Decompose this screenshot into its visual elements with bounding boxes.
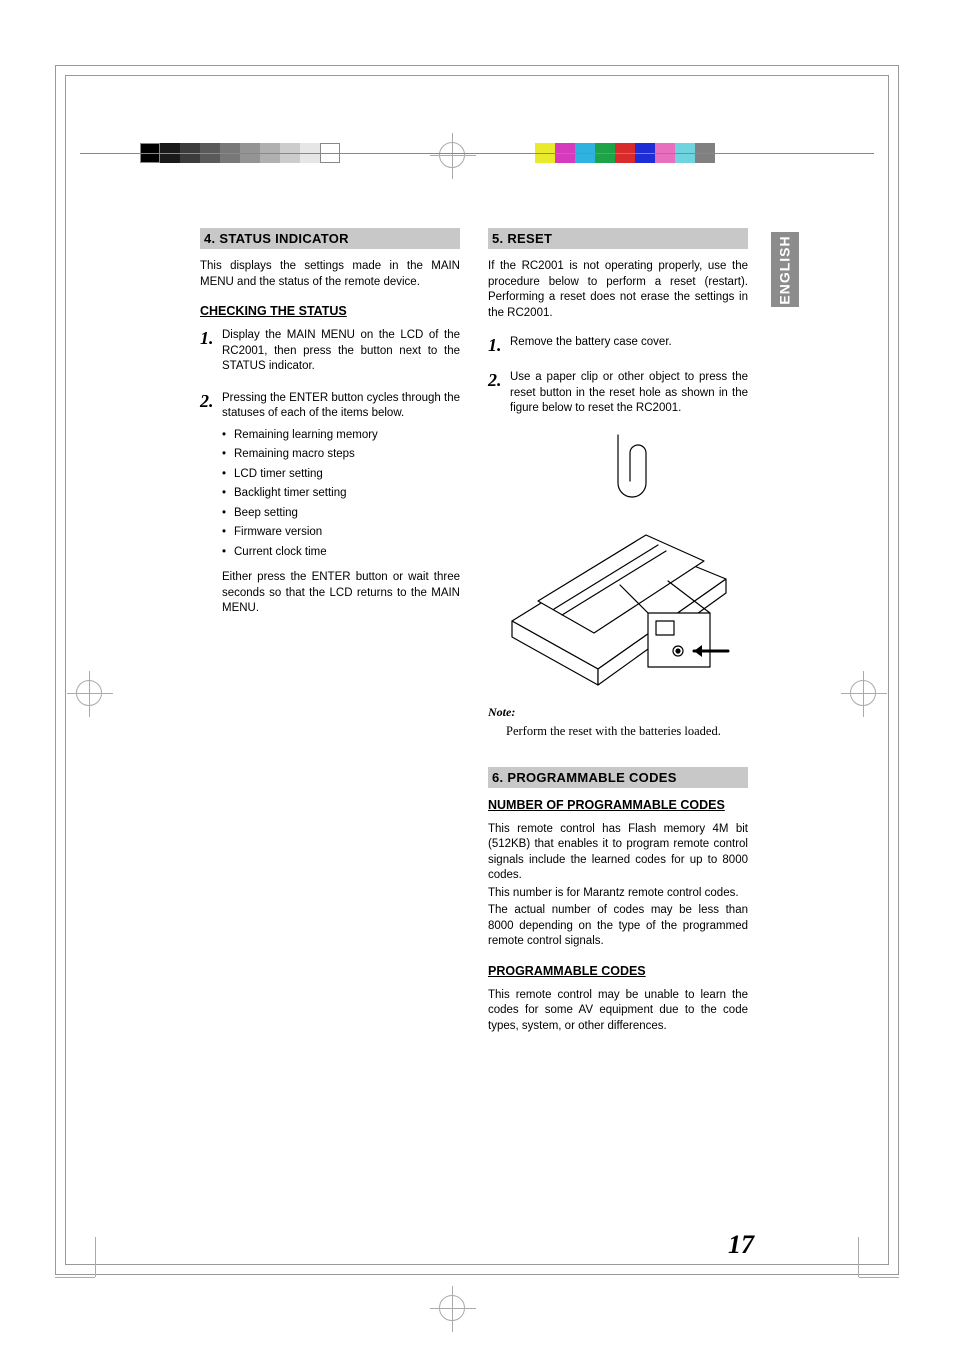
- reset-step-2: 2. Use a paper clip or other object to p…: [488, 370, 748, 417]
- step-text: Use a paper clip or other object to pres…: [510, 370, 748, 417]
- reset-figure: [498, 433, 738, 691]
- list-item: Beep setting: [222, 506, 460, 522]
- section-4-intro: This displays the settings made in the M…: [200, 259, 460, 290]
- section-5-intro: If the RC2001 is not operating properly,…: [488, 259, 748, 321]
- list-item: Firmware version: [222, 525, 460, 541]
- register-mark-icon: [76, 680, 102, 706]
- status-step-1: 1. Display the MAIN MENU on the LCD of t…: [200, 328, 460, 375]
- section-4-heading: 4. STATUS INDICATOR: [200, 228, 460, 249]
- status-item-list: Remaining learning memory Remaining macr…: [222, 428, 460, 561]
- list-item: Remaining macro steps: [222, 447, 460, 463]
- section-6-heading: 6. PROGRAMMABLE CODES: [488, 767, 748, 788]
- language-tab: ENGLISH: [771, 232, 799, 307]
- codes-para-2: This number is for Marantz remote contro…: [488, 886, 748, 902]
- programmable-codes-heading: PROGRAMMABLE CODES: [488, 964, 748, 978]
- list-item: Backlight timer setting: [222, 486, 460, 502]
- step-number: 2.: [488, 370, 510, 417]
- section-5-heading: 5. RESET: [488, 228, 748, 249]
- checking-status-heading: CHECKING THE STATUS: [200, 304, 460, 318]
- list-item: Current clock time: [222, 545, 460, 561]
- note-text: Perform the reset with the batteries loa…: [488, 724, 748, 739]
- step-number: 1.: [488, 335, 510, 354]
- register-mark-icon: [850, 680, 876, 706]
- register-mark-icon: [439, 1295, 465, 1321]
- list-item: Remaining learning memory: [222, 428, 460, 444]
- page-content: 4. STATUS INDICATOR This displays the se…: [200, 228, 748, 1048]
- number-of-codes-heading: NUMBER OF PROGRAMMABLE CODES: [488, 798, 748, 812]
- reset-step-1: 1. Remove the battery case cover.: [488, 335, 748, 354]
- note-label: Note:: [488, 705, 748, 720]
- step-number: 2.: [200, 391, 222, 617]
- codes-para-3: The actual number of codes may be less t…: [488, 903, 748, 950]
- remote-reset-diagram-icon: [498, 433, 738, 691]
- step-text: Display the MAIN MENU on the LCD of the …: [222, 328, 460, 375]
- status-step-2: 2. Pressing the ENTER button cycles thro…: [200, 391, 460, 617]
- language-tab-label: ENGLISH: [777, 235, 793, 304]
- page-number: 17: [728, 1230, 754, 1260]
- codes-para-4: This remote control may be unable to lea…: [488, 988, 748, 1035]
- step-text: Remove the battery case cover.: [510, 335, 748, 354]
- list-item: LCD timer setting: [222, 467, 460, 483]
- codes-para-1: This remote control has Flash memory 4M …: [488, 822, 748, 884]
- cmyk-calibration-bar: [535, 143, 715, 166]
- right-column: 5. RESET If the RC2001 is not operating …: [488, 228, 748, 1048]
- step-number: 1.: [200, 328, 222, 375]
- header-rule: [80, 153, 874, 154]
- step-text: Pressing the ENTER button cycles through…: [222, 391, 460, 617]
- step-2-after: Either press the ENTER button or wait th…: [222, 570, 460, 617]
- register-mark-icon: [439, 142, 465, 168]
- gray-calibration-bar: [140, 143, 340, 166]
- step-2-intro: Pressing the ENTER button cycles through…: [222, 392, 460, 420]
- left-column: 4. STATUS INDICATOR This displays the se…: [200, 228, 460, 633]
